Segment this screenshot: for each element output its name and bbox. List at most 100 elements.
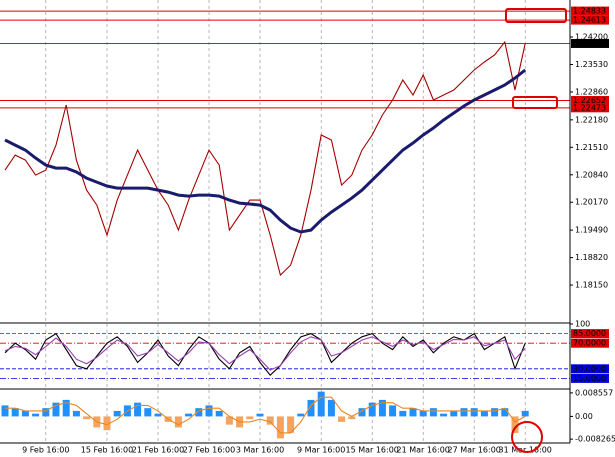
level-label: 1.24613	[573, 16, 606, 25]
histogram-bar	[154, 413, 162, 417]
x-tick-label: 21 Feb 16:00	[132, 446, 184, 455]
histogram-bar	[215, 410, 223, 417]
x-tick-label: 9 Feb 16:00	[22, 446, 69, 455]
y-tick-label: 1.23530	[575, 60, 608, 69]
histogram-bar	[276, 416, 284, 439]
y-tick-label: 1.20170	[575, 198, 608, 207]
x-tick-label: 31 Mar 16:00	[498, 446, 551, 455]
histogram-bar	[419, 410, 427, 417]
histogram-bar	[134, 402, 142, 417]
y-tick-label: 100	[575, 320, 590, 329]
y-tick-label: 1.20840	[575, 170, 608, 179]
x-tick-label: 15 Mar 16:00	[345, 446, 398, 455]
histogram-bar	[409, 408, 417, 417]
histogram-bar	[174, 416, 182, 428]
histogram-bar	[1, 405, 9, 417]
level-label: 15.0000	[573, 374, 606, 383]
level-label: 85.0000	[573, 329, 606, 338]
level-label-box	[571, 364, 609, 374]
histogram-bar	[62, 399, 70, 417]
histogram-bar	[83, 416, 91, 420]
histogram-bar	[52, 402, 60, 417]
histogram-bar	[491, 408, 499, 417]
y-tick-label: 1.22860	[575, 87, 608, 96]
histogram-bar	[11, 408, 19, 417]
level-label-box	[571, 15, 609, 25]
histogram-bar	[378, 399, 386, 417]
histogram-bar	[195, 408, 203, 417]
histogram-bar	[358, 408, 366, 417]
y-tick-label: 1.18150	[575, 281, 608, 290]
y-tick-label: 1.19490	[575, 226, 608, 235]
histogram-bar	[440, 413, 448, 417]
x-tick-label: 3 Mar 16:00	[236, 446, 284, 455]
level-label: 1.24833	[573, 7, 606, 16]
series-line	[4, 40, 526, 277]
level-label-box	[571, 338, 609, 348]
y-tick-label: 0.00	[575, 412, 593, 421]
histogram-bar	[144, 408, 152, 417]
histogram-bar	[317, 391, 325, 417]
x-tick-label: 27 Mar 16:00	[447, 446, 500, 455]
x-tick-label: 9 Mar 16:00	[297, 446, 345, 455]
histogram-bar	[297, 413, 305, 417]
histogram-bar	[450, 410, 458, 417]
annotation-circle	[511, 421, 543, 453]
annotation-box	[505, 8, 567, 23]
histogram-bar	[185, 413, 193, 417]
histogram-bar	[348, 416, 356, 420]
level-label-box	[571, 95, 609, 105]
histogram-bar	[429, 408, 437, 417]
series-line	[5, 396, 526, 434]
histogram-bar	[205, 405, 213, 417]
y-tick-label: 1.21510	[575, 143, 608, 152]
level-label: 1.24043	[573, 39, 606, 48]
histogram-bar	[389, 405, 397, 417]
histogram-bar	[460, 408, 468, 417]
level-label-box	[571, 373, 609, 383]
histogram-bar	[32, 413, 40, 417]
level-label-box	[571, 6, 609, 16]
histogram-bar	[42, 408, 50, 417]
histogram-bar	[501, 408, 509, 417]
histogram-bar	[521, 410, 529, 417]
level-label: 1.22473	[573, 103, 606, 112]
y-tick-label: -0.008265	[575, 435, 615, 444]
histogram-bar	[470, 408, 478, 417]
x-tick-label: 27 Feb 16:00	[183, 446, 235, 455]
series-line	[4, 336, 526, 371]
histogram-bar	[256, 413, 264, 417]
histogram-bar	[307, 399, 315, 417]
level-label-box	[571, 103, 609, 113]
histogram-bar	[480, 410, 488, 417]
histogram-bar	[225, 416, 233, 425]
y-tick-label: 1.22180	[575, 115, 608, 124]
histogram-bar	[246, 416, 254, 420]
histogram-bar	[21, 410, 29, 417]
histogram-bar	[72, 410, 80, 417]
level-label: 30.0000	[573, 364, 606, 373]
histogram-bar	[511, 416, 519, 433]
y-tick-label: 0.008557	[575, 388, 613, 397]
y-tick-label: 1.18820	[575, 253, 608, 262]
histogram-bar	[266, 416, 274, 425]
histogram-bar	[287, 416, 295, 433]
annotation-box	[512, 96, 558, 109]
level-label: 1.22652	[573, 96, 606, 105]
level-label-box	[571, 38, 609, 48]
y-tick-label: 1.24200	[575, 33, 608, 42]
histogram-bar	[368, 402, 376, 417]
level-label-box	[571, 329, 609, 339]
histogram-bar	[338, 416, 346, 422]
histogram-bar	[327, 399, 335, 417]
histogram-bar	[399, 410, 407, 417]
series-line	[4, 68, 527, 234]
series-line	[4, 332, 526, 377]
x-tick-label: 15 Feb 16:00	[81, 446, 133, 455]
histogram-bar	[103, 416, 111, 431]
level-label: 70.0000	[573, 339, 606, 348]
histogram-bar	[113, 410, 121, 417]
